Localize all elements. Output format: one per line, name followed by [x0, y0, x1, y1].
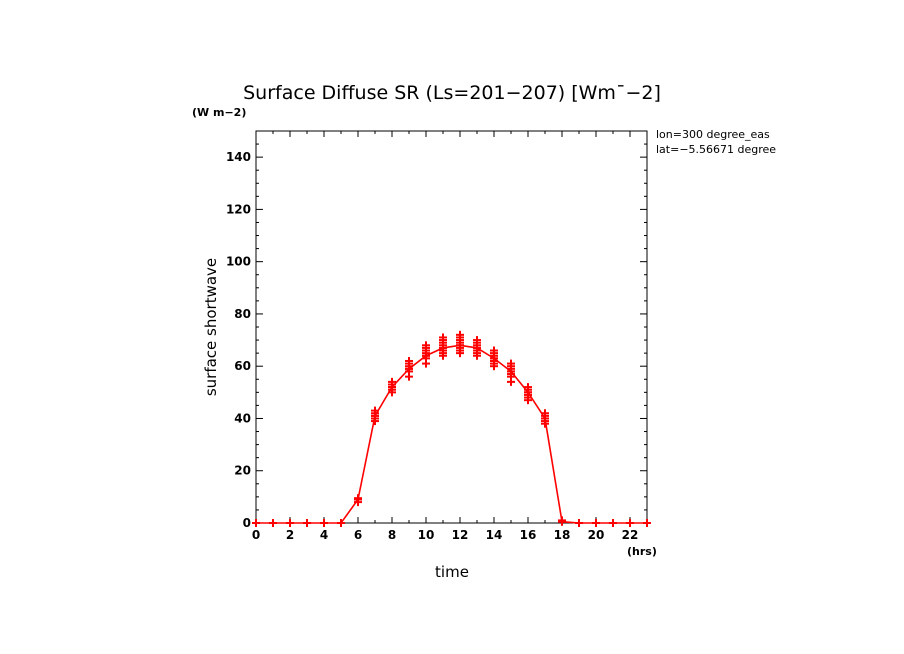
- data-point: [320, 519, 328, 527]
- chart-title: Surface Diffuse SR (Ls=201−207) [Wm¯−2]: [243, 82, 661, 104]
- y-tick-label: 80: [234, 307, 251, 321]
- spread-point: [422, 341, 430, 350]
- data-layer: [252, 330, 651, 527]
- x-tick-label: 22: [622, 528, 639, 542]
- y-tick-label: 100: [226, 255, 251, 269]
- x-axis-label: time: [435, 563, 469, 581]
- x-tick-label: 20: [588, 528, 605, 542]
- annotation-lon: lon=300 degree_eas: [656, 128, 770, 141]
- spread-point: [507, 359, 515, 368]
- x-tick-label: 16: [520, 528, 537, 542]
- spread-point: [405, 356, 413, 365]
- data-point: [269, 519, 277, 527]
- spread-point: [490, 346, 498, 355]
- x-tick-label: 14: [486, 528, 503, 542]
- spread-point: [388, 377, 396, 386]
- y-tick-label: 0: [243, 516, 251, 530]
- x-tick-label: 12: [452, 528, 469, 542]
- spread-point: [524, 383, 532, 392]
- spread-point: [354, 494, 362, 503]
- spread-point: [371, 406, 379, 415]
- ticks-layer: 0 2 4 6 8 10 12 14 16 18 20 22 0 20 40 60 80 100 120 140: [226, 130, 648, 542]
- data-point: [286, 519, 294, 527]
- y-tick-label: 20: [234, 464, 251, 478]
- data-point: [337, 519, 345, 527]
- spread-point: [456, 330, 464, 339]
- x-tick-label: 2: [286, 528, 294, 542]
- spread-point: [439, 333, 447, 342]
- plot-frame: [255, 130, 648, 524]
- x-tick-label: 0: [252, 528, 260, 542]
- y-tick-label: 60: [234, 359, 251, 373]
- data-point: [609, 519, 617, 527]
- data-point: [626, 519, 634, 527]
- y-units-label: (W m−2): [192, 106, 246, 119]
- data-point: [643, 519, 651, 527]
- y-tick-label: 140: [226, 150, 251, 164]
- x-tick-label: 6: [354, 528, 362, 542]
- y-axis-label: surface shortwave: [202, 258, 220, 396]
- y-tick-label: 120: [226, 202, 251, 216]
- data-point: [303, 519, 311, 527]
- x-units-label: (hrs): [627, 545, 657, 558]
- spread-point: [558, 516, 566, 525]
- x-tick-label: 10: [418, 528, 435, 542]
- data-point: [575, 519, 583, 527]
- spread-point: [473, 336, 481, 345]
- annotation-lat: lat=−5.56671 degree: [656, 143, 776, 156]
- x-tick-label: 4: [320, 528, 328, 542]
- data-point: [592, 519, 600, 527]
- x-tick-label: 8: [388, 528, 396, 542]
- series-line-mean: [256, 344, 647, 524]
- data-point: [252, 519, 260, 527]
- spread-point: [541, 409, 549, 418]
- y-tick-label: 40: [234, 411, 251, 425]
- x-tick-label: 18: [554, 528, 571, 542]
